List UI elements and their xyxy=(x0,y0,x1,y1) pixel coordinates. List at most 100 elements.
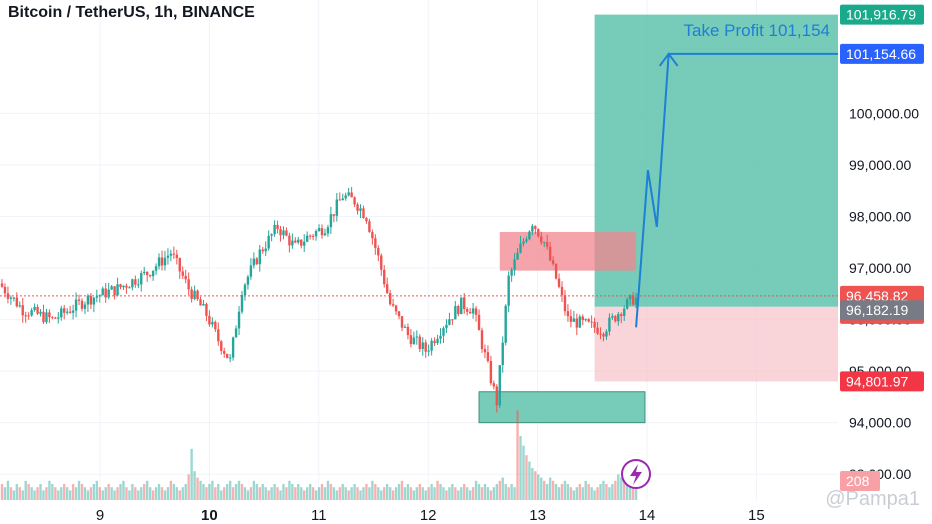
candle-body-64 xyxy=(190,289,193,299)
volume-bar-88 xyxy=(261,484,264,500)
x-tick-label-0: 9 xyxy=(96,507,104,524)
candle-body-78 xyxy=(231,337,235,358)
volume-bar-17 xyxy=(51,484,54,500)
volume-bar-89 xyxy=(264,487,267,500)
x-tick-label-6: 15 xyxy=(748,507,765,524)
candle-body-48 xyxy=(143,271,146,274)
candle-body-145 xyxy=(430,340,433,351)
volume-bar-4 xyxy=(12,490,16,500)
volume-bar-129 xyxy=(383,487,386,500)
volume-bar-207 xyxy=(614,480,617,500)
candle-body-21 xyxy=(63,308,66,313)
stop-loss-zone xyxy=(594,306,838,382)
candle-body-43 xyxy=(128,287,131,289)
volume-bar-198 xyxy=(587,484,590,500)
trade-zones[interactable] xyxy=(0,14,838,424)
volume-bar-56 xyxy=(166,487,170,500)
volume-bar-29 xyxy=(86,490,90,500)
volume-bar-137 xyxy=(406,484,410,500)
candle-body-167 xyxy=(495,386,499,406)
candle-body-157 xyxy=(465,309,469,312)
candle-body-140 xyxy=(415,336,419,338)
price-tag-bg xyxy=(840,4,924,25)
volume-bar-7 xyxy=(21,490,24,500)
volume-bar-123 xyxy=(365,484,368,500)
candle-body-133 xyxy=(394,305,398,312)
volume-bar-38 xyxy=(113,490,116,500)
candle-body-120 xyxy=(356,204,359,211)
candle-body-82 xyxy=(243,284,247,295)
time-axis[interactable]: 9 10 11 12 13 14 15 xyxy=(96,507,765,524)
candle-body-179 xyxy=(531,226,534,232)
candle-body-111 xyxy=(329,214,333,228)
candle-body-129 xyxy=(383,269,386,285)
candle-body-12 xyxy=(36,306,39,314)
candle-body-9 xyxy=(27,315,30,317)
volume-bar-188 xyxy=(557,487,561,500)
projection-overlay[interactable]: Take Profit 101,154 xyxy=(621,21,838,489)
volume-bar-46 xyxy=(137,490,140,500)
volume-tag-bg xyxy=(840,471,880,491)
candle-body-191 xyxy=(566,311,570,317)
y-tick-label-6: 99,000.00 xyxy=(849,157,911,173)
volume-bar-10 xyxy=(30,487,33,500)
volume-bar-63 xyxy=(187,474,190,500)
volume-bar-41 xyxy=(122,480,125,500)
candle-body-154 xyxy=(457,306,460,315)
volume-bar-161 xyxy=(477,484,481,500)
candle-body-46 xyxy=(137,284,140,286)
volume-bar-154 xyxy=(457,490,460,500)
volume-bar-116 xyxy=(344,487,347,500)
candle-body-32 xyxy=(95,296,99,298)
candle-body-89 xyxy=(264,248,267,252)
volume-bar-25 xyxy=(74,487,78,500)
volume-bars xyxy=(0,410,638,500)
candle-body-132 xyxy=(391,304,395,306)
candlesticks[interactable] xyxy=(0,186,638,413)
candle-body-162 xyxy=(480,330,484,350)
volume-bar-202 xyxy=(599,484,602,500)
candle-body-172 xyxy=(510,269,513,276)
volume-bar-138 xyxy=(409,487,413,500)
volume-bar-168 xyxy=(498,480,501,500)
volume-bar-205 xyxy=(608,487,611,500)
volume-bar-70 xyxy=(208,484,211,500)
candle-body-62 xyxy=(184,275,187,280)
volume-bar-134 xyxy=(397,484,401,500)
candle-body-126 xyxy=(374,238,377,248)
volume-bar-66 xyxy=(196,477,199,500)
candle-body-193 xyxy=(572,318,576,322)
volume-bar-147 xyxy=(436,480,439,500)
candle-body-98 xyxy=(291,240,294,246)
candle-body-15 xyxy=(45,312,48,323)
demand-zone xyxy=(479,391,645,423)
candle-body-194 xyxy=(575,318,579,328)
volume-bar-112 xyxy=(332,487,336,500)
candle-body-110 xyxy=(326,227,330,234)
volume-bar-82 xyxy=(243,487,247,500)
volume-bar-196 xyxy=(581,487,584,500)
volume-bar-126 xyxy=(374,484,377,500)
candle-body-155 xyxy=(460,297,463,315)
candle-body-88 xyxy=(261,249,264,252)
candle-body-3 xyxy=(9,297,13,299)
candle-body-4 xyxy=(12,297,16,299)
candle-body-27 xyxy=(80,300,84,309)
chart-title: Bitcoin / TetherUS, 1h, BINANCE xyxy=(8,4,255,21)
candle-body-211 xyxy=(625,299,629,309)
candle-body-77 xyxy=(228,357,232,359)
volume-bar-208 xyxy=(617,474,620,500)
candle-body-41 xyxy=(122,285,125,288)
candle-body-182 xyxy=(540,236,543,243)
candle-body-97 xyxy=(288,235,291,246)
candle-body-180 xyxy=(534,226,537,229)
candle-body-165 xyxy=(489,360,493,384)
supply-zone xyxy=(499,231,637,271)
price-tag-bg xyxy=(840,300,924,321)
volume-bar-69 xyxy=(205,487,208,500)
candle-body-40 xyxy=(119,284,122,288)
candle-body-66 xyxy=(196,290,199,300)
candle-body-212 xyxy=(628,295,632,300)
volume-bar-49 xyxy=(145,480,149,500)
